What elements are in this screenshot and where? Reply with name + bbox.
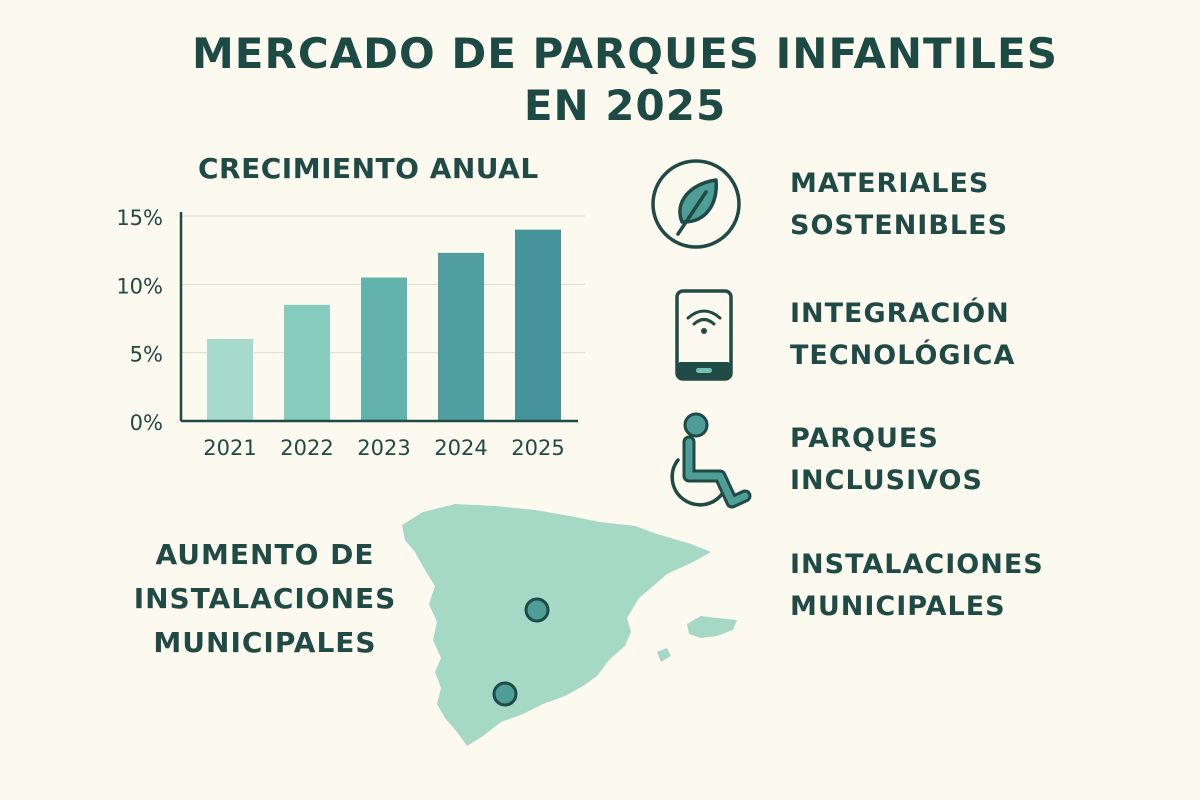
feature-line: MATERIALES: [790, 168, 990, 199]
x-tick-label: 2024: [434, 436, 487, 460]
page-title: MERCADO DE PARQUES INFANTILES EN 2025: [0, 28, 1200, 132]
map-marker: [524, 597, 550, 623]
feature-line: INCLUSIVOS: [790, 465, 983, 496]
y-tick-label: 15%: [116, 206, 163, 230]
mainland-shape: [402, 504, 711, 746]
bar-2021: [207, 339, 253, 421]
bar-2022: [284, 304, 330, 421]
title-line-1: MERCADO DE PARQUES INFANTILES: [192, 29, 1058, 78]
bar-2025: [515, 229, 561, 421]
y-tick-label: 10%: [116, 274, 163, 298]
feature-label-inclusivos: PARQUES INCLUSIVOS: [790, 418, 983, 502]
map-label-line: INSTALACIONES: [133, 582, 397, 615]
island-mallorca: [687, 616, 737, 638]
feature-label-tecnologia: INTEGRACIÓN TECNOLÓGICA: [790, 293, 1015, 377]
feature-line: MUNICIPALES: [790, 591, 1006, 622]
x-tick-label: 2023: [357, 436, 410, 460]
feature-line: TECNOLÓGICA: [790, 340, 1016, 371]
x-tick-label: 2021: [203, 436, 256, 460]
map-label: AUMENTO DE INSTALACIONES MUNICIPALES: [130, 533, 400, 665]
title-line-2: EN 2025: [523, 81, 727, 130]
wheelchair-icon: [670, 412, 752, 509]
leaf-icon: [651, 159, 741, 249]
map-label-line: AUMENTO DE: [155, 538, 375, 571]
feature-label-municipales: INSTALACIONES MUNICIPALES: [790, 544, 1044, 628]
bar-2024: [438, 252, 484, 421]
feature-line: INTEGRACIÓN: [790, 298, 1010, 329]
feature-line: INSTALACIONES: [790, 549, 1044, 580]
island-ibiza: [657, 648, 671, 662]
bar-chart: 0% 5% 10% 15% 2021 2022 2023 2024 2025: [116, 206, 585, 460]
y-tick-label: 0%: [130, 411, 163, 435]
x-tick-label: 2025: [511, 436, 564, 460]
x-tick-label: 2022: [280, 436, 333, 460]
smartphone-wifi-icon: [675, 289, 733, 381]
bar-2023: [361, 277, 407, 421]
chart-title: CRECIMIENTO ANUAL: [198, 152, 539, 185]
spain-map-icon: [402, 504, 737, 746]
feature-line: PARQUES: [790, 423, 939, 454]
map-label-line: MUNICIPALES: [153, 626, 377, 659]
feature-label-materiales: MATERIALES SOSTENIBLES: [790, 163, 1008, 247]
map-marker: [492, 681, 518, 707]
feature-line: SOSTENIBLES: [790, 210, 1009, 241]
y-tick-label: 5%: [130, 343, 163, 367]
